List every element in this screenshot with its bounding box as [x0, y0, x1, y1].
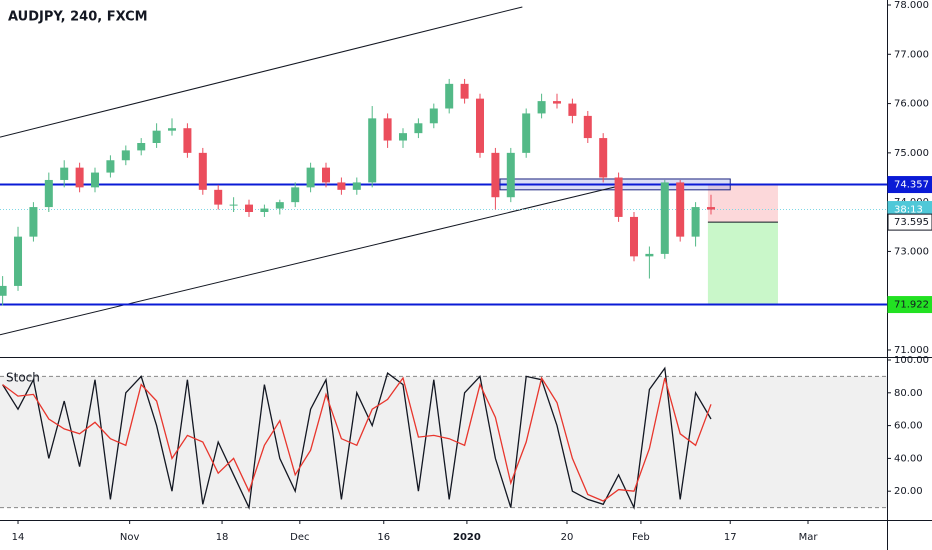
- price-label: 38:13: [894, 205, 923, 216]
- y-tick-label: 20.00: [894, 486, 923, 497]
- candle-body: [121, 150, 130, 161]
- candle-body: [352, 182, 361, 190]
- y-tick-label: 77.000: [894, 49, 929, 60]
- y-tick-label: 73.000: [894, 246, 929, 257]
- candle-body: [629, 216, 638, 257]
- candle-body: [706, 207, 715, 210]
- candle-body: [475, 98, 484, 153]
- candle-body: [275, 202, 284, 209]
- candle-body: [183, 128, 192, 153]
- candle-body: [599, 138, 608, 178]
- candle-body: [137, 143, 146, 151]
- candle-body: [460, 83, 469, 99]
- x-tick-label: 20: [561, 532, 574, 543]
- candle-body: [445, 83, 454, 109]
- y-tick-label: 76.000: [894, 99, 929, 110]
- x-tick-label: Mar: [799, 532, 819, 543]
- candle-body: [568, 103, 577, 116]
- candle-body: [260, 208, 269, 212]
- candle-body: [322, 167, 331, 183]
- trendline: [0, 183, 628, 336]
- candle-body: [368, 118, 377, 183]
- candle-body: [537, 101, 546, 114]
- y-tick-label: 100.00: [894, 355, 929, 366]
- candle-body: [614, 177, 623, 217]
- candle-body: [91, 172, 100, 188]
- candle-body: [44, 179, 53, 208]
- candle-body: [676, 182, 685, 237]
- candle-body: [429, 108, 438, 124]
- candle-body: [414, 123, 423, 134]
- candle-body: [168, 128, 177, 131]
- candle-body: [398, 133, 407, 141]
- stop-zone: [707, 184, 778, 223]
- x-tick-label: 16: [377, 532, 390, 543]
- y-tick-label: 80.00: [894, 388, 923, 399]
- indicator-pane: [0, 366, 887, 510]
- candle-body: [152, 130, 161, 143]
- candle-body: [691, 207, 700, 237]
- candle-body: [75, 167, 84, 188]
- candle-body: [60, 167, 69, 180]
- x-tick-label: Feb: [632, 532, 650, 543]
- candle-body: [337, 182, 346, 190]
- y-tick-label: 71.000: [894, 345, 929, 356]
- price-label-box: [887, 296, 932, 314]
- candle-body: [645, 253, 654, 257]
- candle-body: [245, 204, 254, 212]
- price-label: 71.922: [894, 300, 929, 311]
- candle-body: [583, 115, 592, 139]
- candle-body: [506, 152, 515, 198]
- candle-body: [214, 189, 223, 205]
- price-label: 73.595: [894, 217, 929, 228]
- candle-body: [0, 285, 7, 296]
- price-label-box: [887, 176, 932, 194]
- trendline: [0, 6, 523, 138]
- y-tick-label: 60.00: [894, 421, 923, 432]
- x-tick-label: 18: [216, 532, 229, 543]
- band-fill: [0, 376, 887, 508]
- y-tick-label: 75.000: [894, 148, 929, 159]
- candle-body: [198, 152, 207, 190]
- candle-body: [306, 167, 315, 188]
- candle-body: [383, 118, 392, 141]
- stoch-line: [2, 366, 712, 510]
- candle-body: [29, 207, 38, 237]
- candle-body: [106, 160, 115, 173]
- candle-body: [552, 101, 561, 104]
- candle-body: [14, 236, 23, 286]
- candle-body: [522, 113, 531, 153]
- candle-body: [660, 182, 669, 254]
- target-zone: [707, 222, 778, 305]
- x-tick-label: 2020: [453, 532, 481, 543]
- price-label-box: [887, 213, 932, 231]
- candle-body: [491, 152, 500, 198]
- x-tick-label: 17: [724, 532, 737, 543]
- x-tick-label: Dec: [290, 532, 309, 543]
- price-pane: [0, 6, 887, 336]
- x-tick-label: Nov: [120, 532, 140, 543]
- x-tick-label: 14: [12, 532, 25, 543]
- indicator-name: Stoch: [6, 371, 40, 385]
- chart-title: AUDJPY, 240, FXCM: [8, 10, 148, 25]
- price-label: 74.357: [894, 180, 929, 191]
- candle-body: [291, 187, 300, 203]
- y-tick-label: 40.00: [894, 453, 923, 464]
- stoch-line: [2, 376, 712, 502]
- y-tick-label: 78.000: [894, 0, 929, 11]
- candle-body: [229, 204, 238, 206]
